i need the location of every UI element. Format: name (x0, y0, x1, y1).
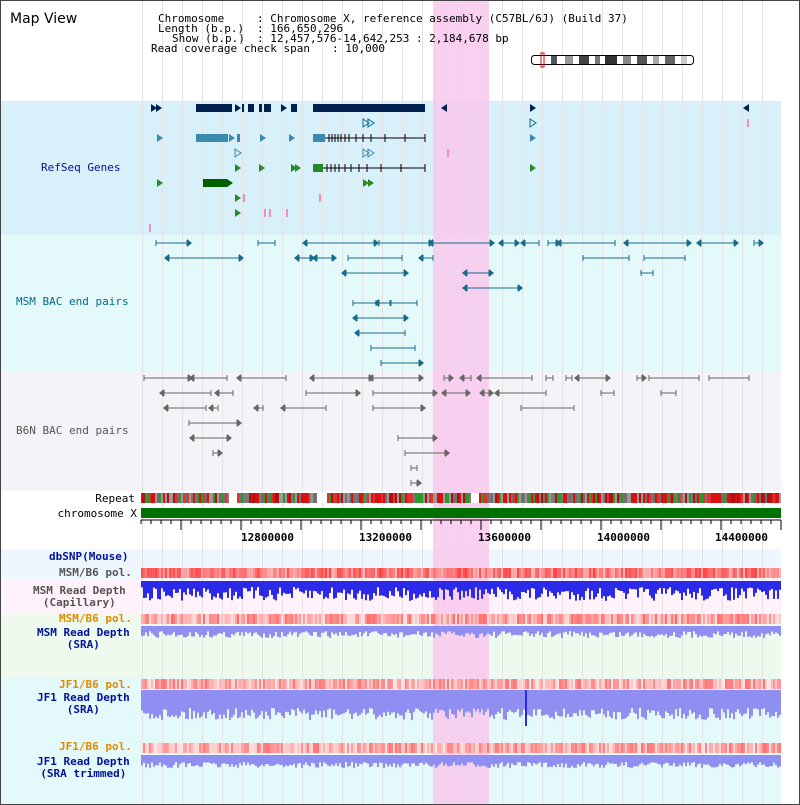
axis-tick-label-5: 14400000 (715, 531, 768, 544)
msm-b6-pol-heatstrip-1[interactable] (141, 568, 781, 578)
jf1-b6-pol-label-1: JF1/B6 pol. (59, 678, 132, 691)
chromosome-value: : Chromosome X, reference assembly (C57B… (257, 12, 628, 25)
b6n-bac-track-bg (1, 371, 781, 491)
coverage-value: : 10,000 (332, 42, 385, 55)
repeat-track[interactable] (141, 493, 781, 503)
refseq-genes-track[interactable] (1, 101, 781, 235)
b6n-bac-track[interactable] (1, 371, 781, 491)
jf1-read-depth-sra-bars[interactable] (141, 690, 781, 730)
position-axis (140, 519, 782, 530)
jf1-read-depth-trimmed-bars[interactable] (141, 755, 781, 771)
msm-bac-label[interactable]: MSM BAC end pairs (16, 295, 129, 308)
jf1-b6-pol-heatstrip-2[interactable] (141, 743, 781, 753)
chromosome-key: Chromosome (158, 12, 225, 25)
jf1-b6-pol-heatstrip-1[interactable] (141, 679, 781, 689)
chromosome-track-label: chromosome X (57, 507, 137, 520)
length-key: Length (b.p.) (158, 22, 245, 35)
show-value: : 12,457,576-14,642,253 : 2,184,678 bp (257, 32, 509, 45)
axis-tick-label-1: 12800000 (241, 531, 294, 544)
repeat-label: Repeat (95, 492, 135, 505)
jf1-read-depth-trimmed-label: JF1 Read Depth (SRA trimmed) (37, 755, 130, 780)
msm-b6-pol-label-2: MSM/B6 pol. (59, 612, 132, 625)
coverage-key: Read coverage check span (151, 42, 310, 55)
msm-read-depth-sra-bars[interactable] (141, 626, 781, 642)
chromosome-ideogram[interactable] (531, 52, 701, 68)
selected-region-highlight[interactable] (433, 1, 489, 804)
b6n-bac-label[interactable]: B6N BAC end pairs (16, 424, 129, 437)
show-key: Show (b.p.) (172, 32, 245, 45)
jf1-b6-pol-label-2: JF1/B6 pol. (59, 740, 132, 753)
msm-read-depth-capillary-label: MSM Read Depth (Capillary) (33, 584, 126, 609)
axis-tick-label-3: 13600000 (478, 531, 531, 544)
axis-tick-label-2: 13200000 (359, 531, 412, 544)
msm-read-depth-capillary-bars[interactable] (141, 581, 781, 611)
msm-read-depth-sra-label: MSM Read Depth (SRA) (37, 626, 130, 651)
jf1-read-depth-sra-label: JF1 Read Depth (SRA) (37, 691, 130, 716)
chromosome-bar[interactable] (141, 508, 781, 518)
msm-b6-pol-heatstrip-2[interactable] (141, 614, 781, 624)
dbsnp-label[interactable]: dbSNP(Mouse) (49, 550, 129, 563)
refseq-genes-label[interactable]: RefSeq Genes (41, 161, 121, 174)
length-value: : 166,650,296 (257, 22, 344, 35)
msm-bac-track[interactable] (1, 235, 781, 371)
msm-b6-pol-label-1: MSM/B6 pol. (59, 566, 132, 579)
page-title: Map View (10, 11, 78, 27)
axis-tick-label-4: 14000000 (597, 531, 650, 544)
